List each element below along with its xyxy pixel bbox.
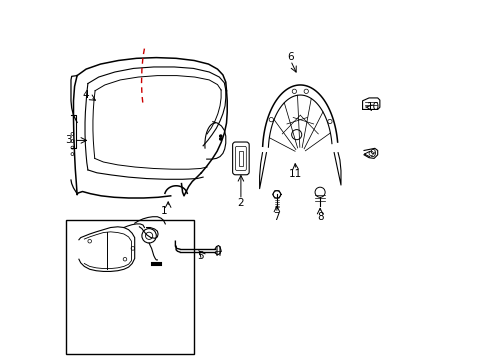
Circle shape <box>219 138 222 140</box>
Text: 1: 1 <box>161 206 167 216</box>
Text: 2: 2 <box>237 198 244 208</box>
Text: 11: 11 <box>288 168 302 179</box>
Circle shape <box>219 135 222 137</box>
Text: 10: 10 <box>366 102 379 112</box>
Text: 3: 3 <box>64 135 71 145</box>
Text: 8: 8 <box>316 212 323 222</box>
Text: 5: 5 <box>197 251 203 261</box>
Text: 4: 4 <box>82 90 89 100</box>
Text: 7: 7 <box>273 212 280 222</box>
Text: 6: 6 <box>286 52 293 62</box>
Bar <box>238 151 243 166</box>
Bar <box>66 220 194 354</box>
Text: 9: 9 <box>368 149 375 159</box>
